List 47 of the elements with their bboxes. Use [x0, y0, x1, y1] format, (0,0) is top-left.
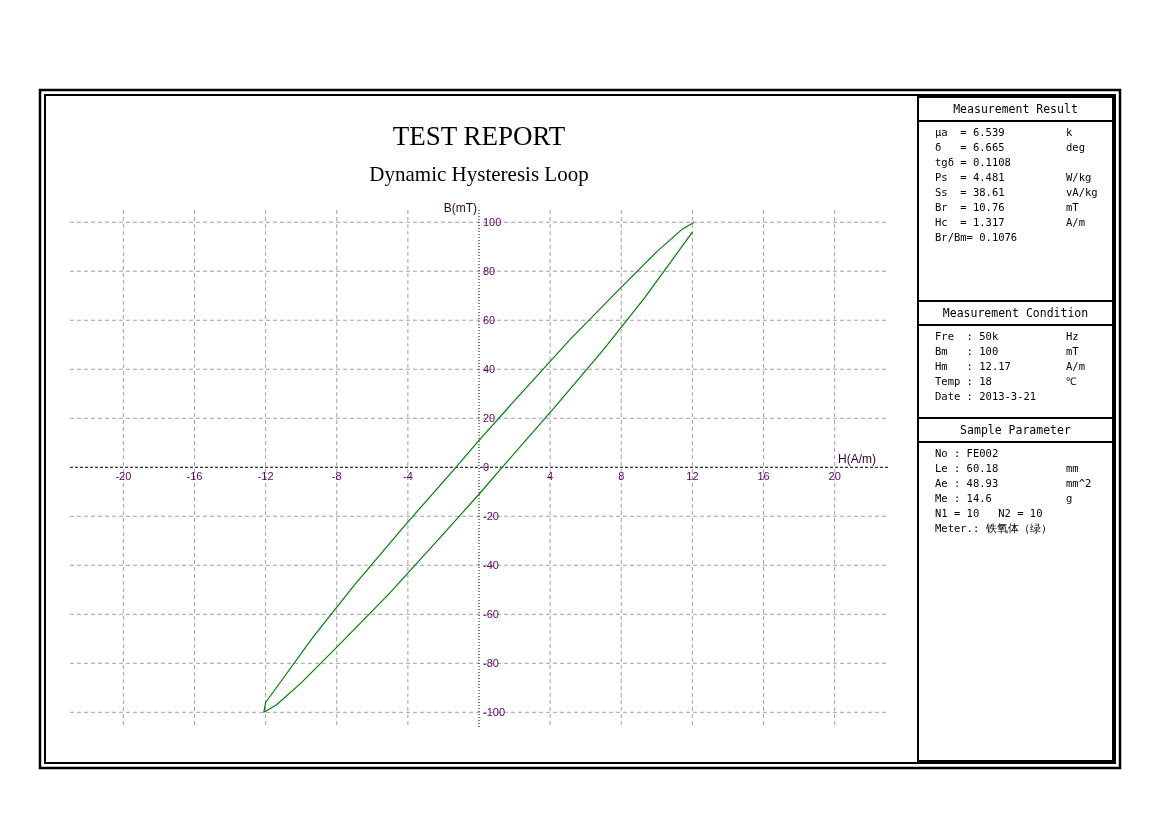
y-tick-label: 60: [483, 314, 496, 327]
y-tick-label: 40: [483, 363, 496, 376]
y-tick-label: 80: [483, 265, 496, 278]
text: Me : 14.6 g: [935, 492, 1073, 504]
x-tick-label: 8: [618, 470, 625, 483]
x-tick-label: -8: [331, 470, 342, 483]
text: Measurement Condition: [942, 306, 1089, 320]
y-tick-label: -20: [483, 510, 499, 523]
text: Bm : 100 mT: [935, 345, 1079, 357]
x-tick-label: -20: [115, 470, 132, 483]
text: Measurement Result: [953, 102, 1078, 116]
y-axis-title: B(mT): [443, 201, 477, 215]
x-tick-label: 12: [686, 470, 699, 483]
y-tick-label: -80: [483, 657, 499, 670]
text: tgδ = 0.1108: [935, 156, 1011, 168]
x-tick-label: -4: [402, 470, 413, 483]
text: Br/Bm= 0.1076: [935, 231, 1018, 243]
text: Temp : 18 ℃: [935, 375, 1076, 387]
text: N1 = 10 N2 = 10: [935, 507, 1043, 519]
text: Ps = 4.481 W/kg: [935, 171, 1092, 183]
y-tick-label: 20: [483, 412, 496, 425]
x-axis-title: H(A/m): [838, 452, 876, 467]
chart-subtitle: Dynamic Hysteresis Loop: [369, 162, 589, 186]
x-tick-label: 16: [757, 470, 770, 483]
text: Br = 10.76 mT: [935, 201, 1079, 213]
text: Meter.: 铁氧体（绿）: [935, 522, 1052, 534]
x-tick-label: 20: [828, 470, 841, 483]
text: μa = 6.539 k: [935, 126, 1073, 138]
y-tick-label: -100: [483, 706, 506, 719]
text: Date : 2013-3-21: [935, 390, 1037, 402]
y-tick-label: 100: [483, 216, 502, 229]
text: Sample Parameter: [960, 423, 1071, 437]
y-tick-label: -40: [483, 559, 499, 572]
text: Hc = 1.317 A/m: [935, 216, 1085, 228]
text: δ = 6.665 deg: [935, 141, 1085, 153]
text: No : FE002: [935, 447, 999, 459]
text: Ss = 38.61 vA/kg: [935, 186, 1098, 198]
y-tick-label: 0: [483, 461, 490, 474]
text: Fre : 50k Hz: [935, 330, 1079, 342]
x-tick-label: -16: [186, 470, 203, 483]
x-tick-label: -12: [257, 470, 274, 483]
chart-title: TEST REPORT: [392, 121, 566, 151]
text: Le : 60.18 mm: [935, 462, 1079, 474]
y-tick-label: -60: [483, 608, 499, 621]
text: Ae : 48.93 mm^2: [935, 477, 1092, 489]
x-tick-label: 4: [547, 470, 554, 483]
text: Hm : 12.17 A/m: [935, 360, 1085, 372]
